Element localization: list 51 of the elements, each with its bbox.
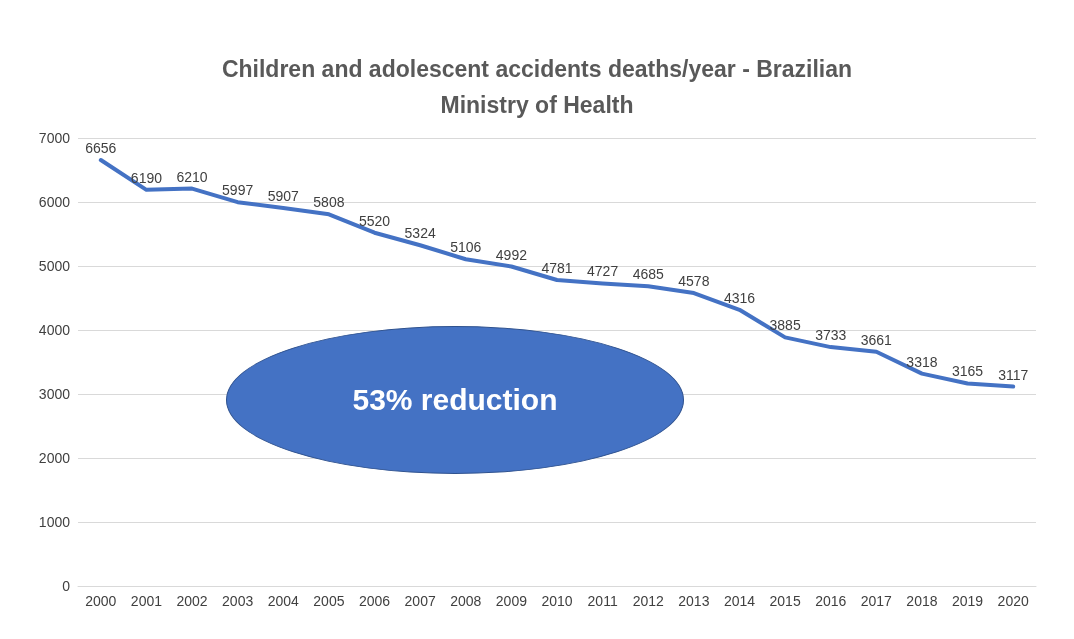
data-label: 3661 — [860, 331, 893, 348]
data-label: 4316 — [723, 289, 756, 306]
data-label: 4992 — [495, 246, 528, 263]
data-label: 6190 — [130, 169, 163, 186]
x-tick-label: 2013 — [678, 593, 710, 609]
x-tick-label: 2006 — [358, 593, 391, 609]
x-tick-label: 2007 — [404, 593, 436, 609]
y-tick-label: 4000 — [38, 322, 71, 338]
x-tick-label: 2004 — [267, 593, 300, 609]
data-label: 5808 — [313, 194, 345, 211]
x-tick-label: 2017 — [860, 593, 893, 609]
x-tick-label: 2015 — [769, 593, 801, 609]
data-label: 3318 — [906, 353, 938, 370]
x-tick-label: 2001 — [130, 593, 163, 609]
data-label: 4685 — [632, 266, 665, 283]
x-tick-label: 2012 — [632, 593, 665, 609]
y-tick-label: 7000 — [38, 130, 71, 146]
y-tick-label: 5000 — [38, 258, 71, 274]
data-label: 3117 — [998, 366, 1029, 383]
y-tick-label: 0 — [62, 578, 71, 594]
data-label: 4727 — [587, 263, 619, 280]
x-tick-label: 2019 — [951, 593, 984, 609]
data-label: 5106 — [450, 239, 482, 256]
x-tick-label: 2010 — [541, 593, 573, 609]
data-label: 5907 — [267, 187, 300, 204]
y-tick-label: 3000 — [38, 386, 71, 402]
data-label: 4578 — [678, 273, 710, 290]
y-tick-label: 1000 — [38, 514, 71, 530]
data-label: 3733 — [815, 327, 847, 344]
x-tick-label: 2011 — [587, 593, 618, 609]
x-tick-label: 2018 — [906, 593, 938, 609]
data-label: 5520 — [358, 212, 391, 229]
data-label: 3165 — [951, 363, 984, 380]
x-tick-label: 2003 — [222, 593, 254, 609]
x-tick-label: 2008 — [450, 593, 482, 609]
x-tick-label: 2005 — [313, 593, 345, 609]
x-tick-label: 2014 — [723, 593, 756, 609]
x-tick-label: 2020 — [997, 593, 1029, 609]
y-tick-label: 2000 — [38, 450, 71, 466]
chart-title: Children and adolescent accidents deaths/year - Brazilian Ministry of Health — [221, 56, 853, 118]
data-label: 6656 — [85, 140, 117, 157]
x-tick-label: 2000 — [85, 593, 117, 609]
data-label: 4781 — [541, 260, 573, 277]
data-label: 5997 — [222, 182, 254, 199]
data-label: 6210 — [176, 168, 208, 185]
y-tick-label: 6000 — [38, 194, 71, 210]
data-label: 5324 — [404, 225, 436, 242]
x-tick-label: 2016 — [815, 593, 847, 609]
data-label: 3885 — [769, 317, 801, 334]
x-tick-label: 2009 — [495, 593, 528, 609]
x-tick-label: 2002 — [176, 593, 208, 609]
